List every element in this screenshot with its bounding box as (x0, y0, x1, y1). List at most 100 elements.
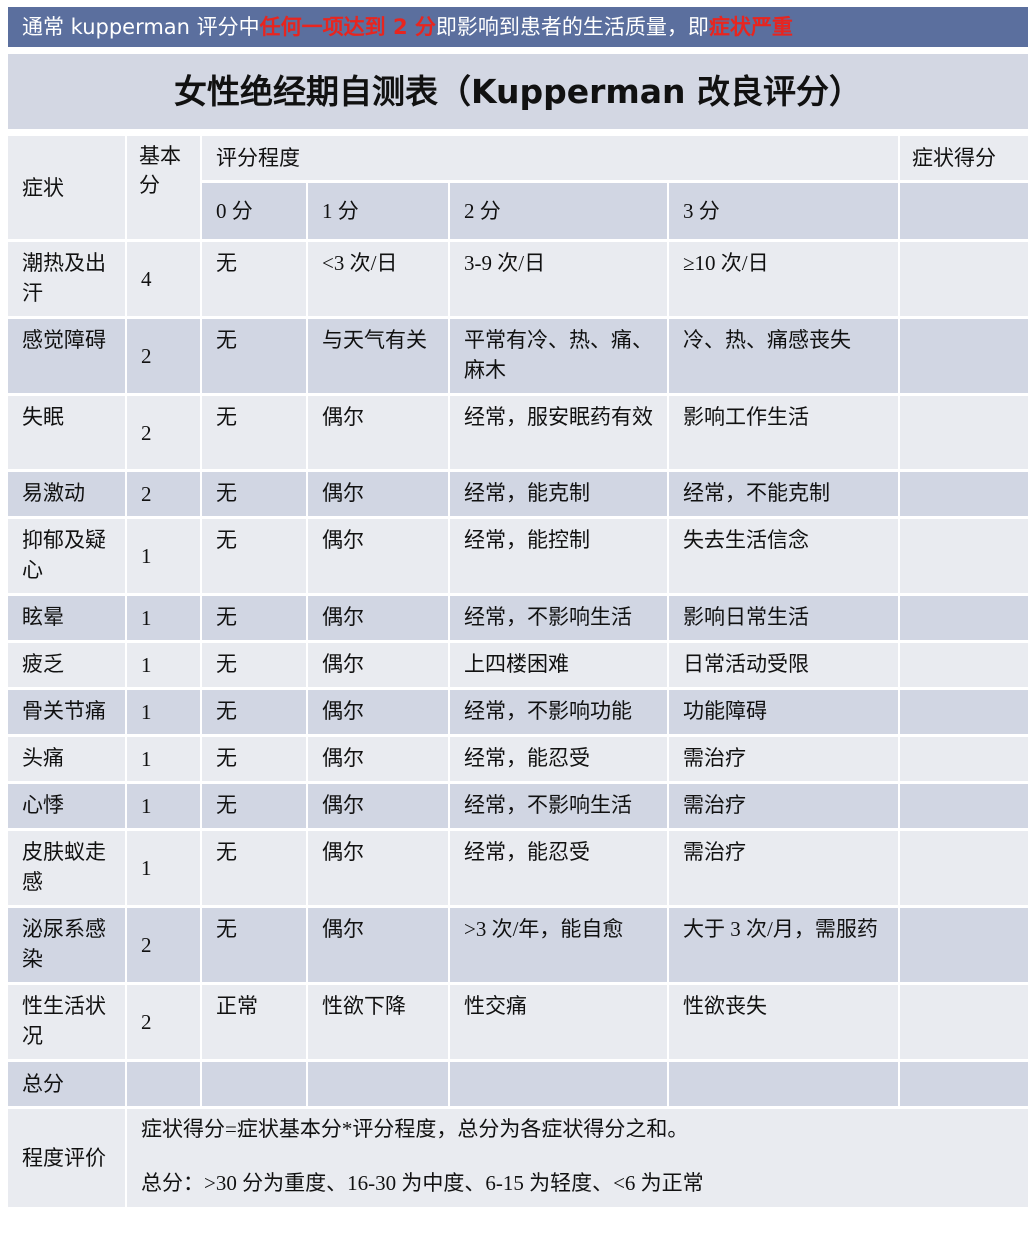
level-1-cell: 偶尔 (308, 472, 448, 516)
base-score-cell: 1 (127, 596, 200, 640)
level-1-cell: 性欲下降 (308, 985, 448, 1059)
symptom-score-cell[interactable] (900, 519, 1028, 593)
banner-highlight: 症状严重 (708, 15, 793, 39)
level-1-cell: <3 次/日 (308, 242, 448, 316)
base-score-cell: 1 (127, 831, 200, 905)
base-score-cell: 4 (127, 242, 200, 316)
level-3-cell: 需治疗 (669, 831, 898, 905)
symptom-score-cell[interactable] (900, 784, 1028, 828)
level-3-cell: 性欲丧失 (669, 985, 898, 1059)
level-2-cell: 经常，能忍受 (450, 831, 667, 905)
level-2-cell: 3-9 次/日 (450, 242, 667, 316)
banner-text: 通常 kupperman 评分中 (22, 15, 260, 39)
level-0-cell: 无 (202, 690, 306, 734)
symptom-score-cell[interactable] (900, 985, 1028, 1059)
table-row: 皮肤蚁走感 1 无偶尔 经常，能忍受 需治疗 (8, 831, 1028, 905)
symptom-score-cell[interactable] (900, 396, 1028, 469)
level-1-cell: 与天气有关 (308, 319, 448, 393)
page-title: 女性绝经期自测表（Kupperman 改良评分） (8, 54, 1028, 129)
level-1-cell: 偶尔 (308, 596, 448, 640)
level-3-cell: 失去生活信念 (669, 519, 898, 593)
level-0-cell: 无 (202, 643, 306, 687)
symptom-cell: 性生活状况 (8, 985, 125, 1059)
table-row: 潮热及出汗 4 无 <3 次/日 3-9 次/日 ≥10 次/日 (8, 242, 1028, 316)
level-2-cell: 经常，能忍受 (450, 737, 667, 781)
level-0-cell: 正常 (202, 985, 306, 1059)
symptom-cell: 疲乏 (8, 643, 125, 687)
header-degree: 评分程度 (202, 136, 898, 180)
symptom-score-cell[interactable] (900, 319, 1028, 393)
evaluation-line-2: 总分：>30 分为重度、16-30 为中度、6-15 为轻度、<6 为正常 (141, 1171, 704, 1195)
symptom-score-cell[interactable] (900, 737, 1028, 781)
level-1-cell: 偶尔 (308, 737, 448, 781)
header-score: 症状得分 (900, 136, 1028, 180)
level-3-cell: 影响日常生活 (669, 596, 898, 640)
total-cell[interactable] (127, 1062, 200, 1106)
table-row: 骨关节痛 1 无偶尔 经常，不影响功能 功能障碍 (8, 690, 1028, 734)
base-score-cell: 2 (127, 319, 200, 393)
table-row: 感觉障碍 2 无与天气有关 平常有冷、热、痛、麻木 冷、热、痛感丧失 (8, 319, 1028, 393)
symptom-score-cell[interactable] (900, 472, 1028, 516)
level-3-cell: 冷、热、痛感丧失 (669, 319, 898, 393)
header-symptom: 症状 (8, 136, 125, 239)
level-2-cell: >3 次/年，能自愈 (450, 908, 667, 982)
base-score-cell: 1 (127, 690, 200, 734)
level-2-cell: 平常有冷、热、痛、麻木 (450, 319, 667, 393)
level-3-cell: ≥10 次/日 (669, 242, 898, 316)
level-1-cell: 偶尔 (308, 690, 448, 734)
level-0-cell: 无 (202, 908, 306, 982)
evaluation-label: 程度评价 (8, 1109, 125, 1207)
total-label: 总分 (8, 1062, 125, 1106)
level-0-cell: 无 (202, 472, 306, 516)
banner-highlight: 任何一项达到 2 分 (259, 15, 436, 39)
symptom-score-cell[interactable] (900, 242, 1028, 316)
header-level-2: 2 分 (450, 183, 667, 239)
banner-text: 即影响到患者的生活质量，即 (435, 15, 709, 39)
symptom-score-cell[interactable] (900, 643, 1028, 687)
symptom-score-cell[interactable] (900, 690, 1028, 734)
header-level-3: 3 分 (669, 183, 898, 239)
symptom-score-cell[interactable] (900, 908, 1028, 982)
symptom-cell: 心悸 (8, 784, 125, 828)
total-cell[interactable] (202, 1062, 306, 1106)
level-2-cell: 经常，能控制 (450, 519, 667, 593)
symptom-cell: 皮肤蚁走感 (8, 831, 125, 905)
table-row: 心悸 1 无偶尔 经常，不影响生活 需治疗 (8, 784, 1028, 828)
table-row: 性生活状况 2 正常 性欲下降 性交痛 性欲丧失 (8, 985, 1028, 1059)
symptom-score-cell[interactable] (900, 831, 1028, 905)
header-base: 基本分 (127, 136, 200, 239)
symptom-cell: 潮热及出汗 (8, 242, 125, 316)
table-row: 抑郁及疑心 1 无偶尔 经常，能控制 失去生活信念 (8, 519, 1028, 593)
level-1-cell: 偶尔 (308, 908, 448, 982)
level-1-cell: 偶尔 (308, 396, 448, 469)
symptom-cell: 骨关节痛 (8, 690, 125, 734)
level-0-cell: 无 (202, 242, 306, 316)
symptom-score-cell[interactable] (900, 596, 1028, 640)
level-0-cell: 无 (202, 519, 306, 593)
table-row: 头痛 1 无偶尔 经常，能忍受 需治疗 (8, 737, 1028, 781)
base-score-cell: 1 (127, 737, 200, 781)
evaluation-line-1: 症状得分=症状基本分*评分程度，总分为各症状得分之和。 (141, 1117, 689, 1141)
table-row: 泌尿系感染 2 无偶尔 >3 次/年，能自愈 大于 3 次/月，需服药 (8, 908, 1028, 982)
symptom-cell: 头痛 (8, 737, 125, 781)
total-cell[interactable] (308, 1062, 448, 1106)
level-0-cell: 无 (202, 784, 306, 828)
level-0-cell: 无 (202, 737, 306, 781)
header-empty (900, 183, 1028, 239)
level-1-cell: 偶尔 (308, 519, 448, 593)
level-3-cell: 影响工作生活 (669, 396, 898, 469)
level-3-cell: 大于 3 次/月，需服药 (669, 908, 898, 982)
table-row: 失眠 2 无偶尔 经常，服安眠药有效 影响工作生活 (8, 396, 1028, 469)
total-cell[interactable] (450, 1062, 667, 1106)
base-score-cell: 1 (127, 519, 200, 593)
level-3-cell: 需治疗 (669, 737, 898, 781)
base-score-cell: 2 (127, 396, 200, 469)
level-1-cell: 偶尔 (308, 784, 448, 828)
base-score-cell: 2 (127, 908, 200, 982)
symptom-cell: 眩晕 (8, 596, 125, 640)
total-cell[interactable] (669, 1062, 898, 1106)
level-2-cell: 性交痛 (450, 985, 667, 1059)
level-0-cell: 无 (202, 831, 306, 905)
total-cell[interactable] (900, 1062, 1028, 1106)
level-3-cell: 日常活动受限 (669, 643, 898, 687)
